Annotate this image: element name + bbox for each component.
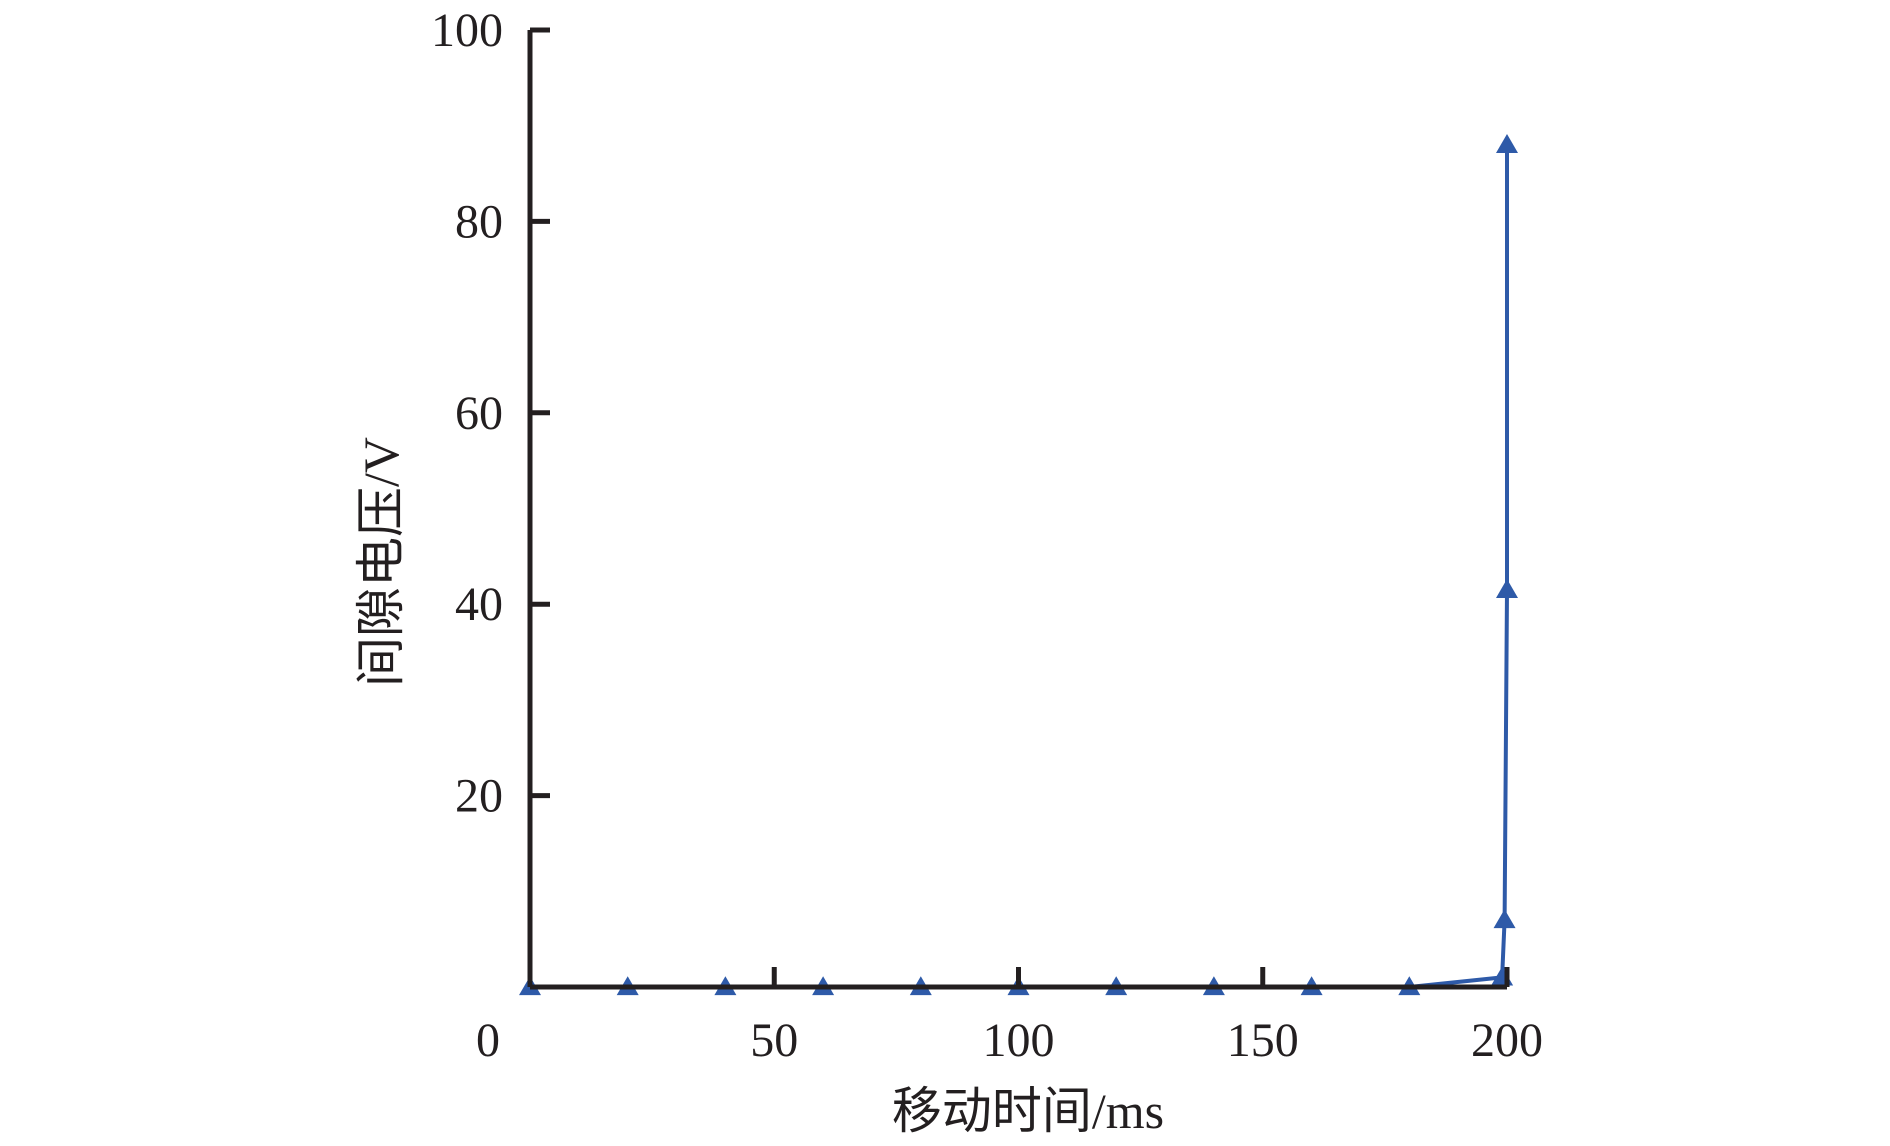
y-tick-label: 80 — [455, 195, 503, 248]
series-layer — [519, 134, 1518, 996]
tick-labels: 0 50 100 150 200 20 40 60 80 100 — [431, 4, 1543, 1067]
x-tick-label: 50 — [750, 1014, 798, 1067]
series-line — [530, 144, 1509, 989]
x-tick-label: 150 — [1227, 1014, 1299, 1067]
data-point-marker — [1491, 966, 1514, 986]
axes — [527, 27, 1510, 990]
data-point-marker — [1493, 909, 1516, 929]
data-point-marker — [1496, 579, 1518, 598]
x-tick-label: 100 — [983, 1014, 1055, 1067]
x-tick-label: 200 — [1471, 1014, 1543, 1067]
y-tick-label: 100 — [431, 4, 503, 57]
data-point-marker — [1496, 134, 1518, 153]
x-tick-label: 0 — [476, 1014, 500, 1067]
y-axis-title: 间隙电压/V — [353, 437, 409, 687]
y-tick-label: 40 — [455, 578, 503, 631]
x-axis-title: 移动时间/ms — [892, 1083, 1164, 1139]
y-tick-label: 20 — [455, 770, 503, 823]
y-tick-label: 60 — [455, 387, 503, 440]
